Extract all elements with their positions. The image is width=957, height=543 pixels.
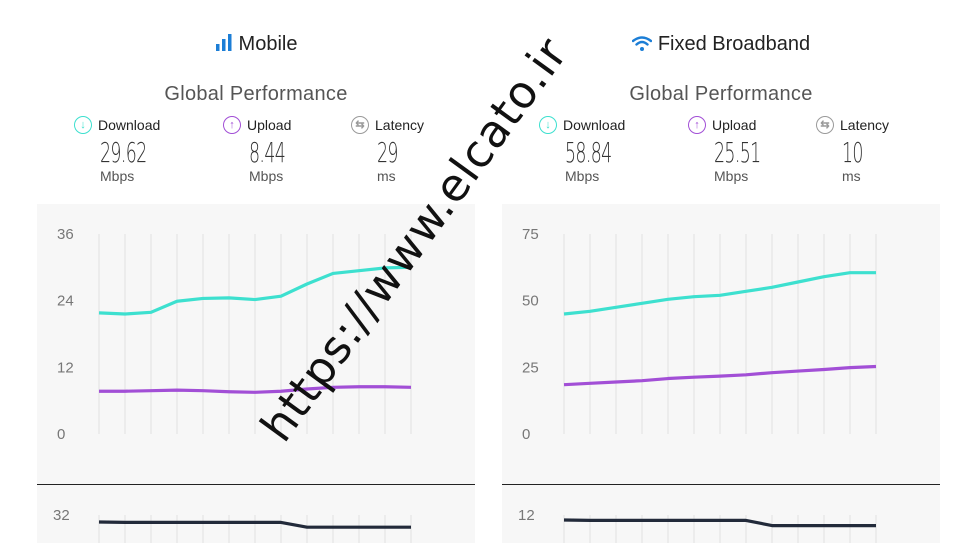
chart-divider [37,484,475,485]
mobile-speed-chart: 36 24 12 0 [57,226,412,443]
mobile-y-tick: 0 [57,426,65,443]
download-arrow-icon: ↓ [74,116,92,134]
mobile-y-tick: 24 [57,293,74,310]
latency-icon: ⇆ [816,116,834,134]
fixed-card: Fixed Broadband Global Performance ↓ Down… [502,16,940,543]
mobile-upload-line [99,385,412,394]
mobile-y-tick: 12 [57,359,74,376]
chart-divider [502,484,940,485]
mobile-latency-y-tick: 32 [53,507,70,524]
latency-icon: ⇆ [351,116,369,134]
download-value: 58.84 [565,136,612,169]
mobile-download-metric: ↓ Download 29.62 Mbps [74,116,194,184]
latency-value: 10 [842,136,863,169]
fixed-title: Fixed Broadband [657,33,811,55]
upload-unit: Mbps [714,168,749,184]
mobile-title-row: Mobile [37,33,475,58]
download-label: Download [563,117,626,133]
mobile-y-tick: 36 [57,226,74,243]
latency-unit: ms [842,168,861,184]
fixed-speed-chart: 75 50 25 0 [522,226,877,443]
fixed-y-tick: 50 [522,293,539,310]
fixed-card-header: Fixed Broadband Global Performance ↓ Down… [502,16,940,204]
mobile-latency-metric: ⇆ Latency 29 ms [351,116,471,184]
upload-value: 25.51 [714,136,761,169]
fixed-latency-line [563,518,876,528]
download-unit: Mbps [100,168,135,184]
fixed-upload-metric: ↑ Upload 25.51 Mbps [688,116,808,184]
fixed-download-line [563,271,876,316]
fixed-latency-metric: ⇆ Latency 10 ms [816,116,936,184]
latency-label: Latency [840,117,890,133]
upload-arrow-icon: ↑ [688,116,706,134]
download-value: 29.62 [100,136,147,169]
upload-unit: Mbps [249,168,284,184]
download-unit: Mbps [565,168,600,184]
fixed-title-row: Fixed Broadband [502,33,940,58]
fixed-y-tick: 0 [522,426,530,443]
mobile-latency-chart: 32 [53,507,412,543]
download-label: Download [98,117,161,133]
mobile-download-line [98,265,412,316]
mobile-card: Mobile Global Performance ↓ Download 29.6… [37,16,475,543]
latency-label: Latency [375,117,425,133]
upload-label: Upload [247,117,292,133]
latency-value: 29 [377,136,398,169]
fixed-y-tick: 25 [522,359,539,376]
wifi-icon [631,35,653,58]
upload-value: 8.44 [249,136,286,169]
mobile-title: Mobile [238,33,298,55]
latency-unit: ms [377,168,396,184]
download-arrow-icon: ↓ [539,116,557,134]
mobile-latency-line [98,520,411,529]
fixed-section-title: Global Performance [629,83,813,105]
fixed-download-metric: ↓ Download 58.84 Mbps [539,116,659,184]
upload-label: Upload [712,117,757,133]
fixed-y-tick: 75 [522,226,539,243]
fixed-upload-line [563,364,877,387]
mobile-card-header: Mobile Global Performance ↓ Download 29.6… [37,16,475,204]
fixed-latency-chart: 12 [518,507,877,543]
upload-arrow-icon: ↑ [223,116,241,134]
fixed-latency-y-tick: 12 [518,507,535,524]
mobile-upload-metric: ↑ Upload 8.44 Mbps [223,116,343,184]
signal-bars-icon [215,34,233,58]
mobile-section-title: Global Performance [164,83,348,105]
